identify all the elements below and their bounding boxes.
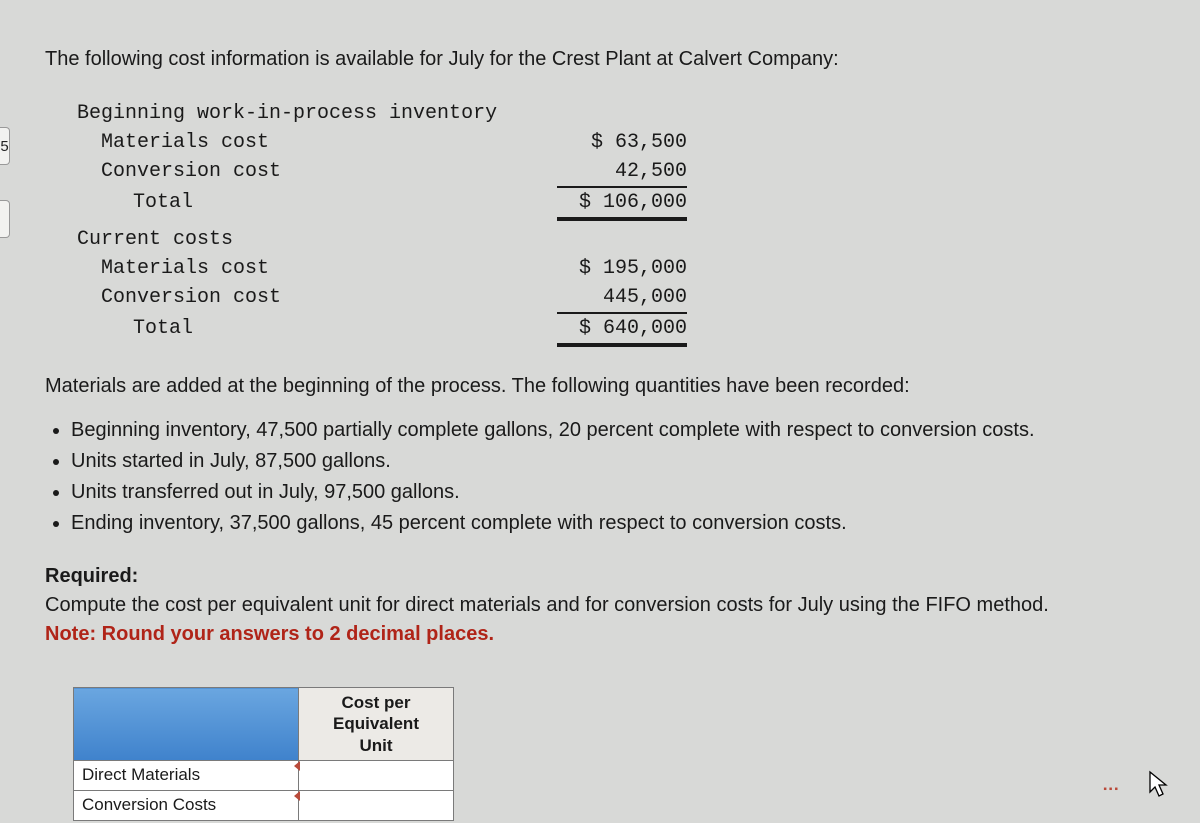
header-line3: Unit xyxy=(359,736,392,755)
quantities-intro: Materials are added at the beginning of … xyxy=(45,375,1185,398)
bullet-2: Units transferred out in July, 97,500 ga… xyxy=(71,478,1185,507)
answer-table: Cost per Equivalent Unit Direct Material… xyxy=(73,687,454,821)
beginning-heading: Beginning work-in-process inventory xyxy=(77,99,557,128)
answer-header-cost-per-eu: Cost per Equivalent Unit xyxy=(299,688,454,761)
beg-conversion-label: Conversion cost xyxy=(77,157,557,188)
drag-handle-icon: ▪▪▪ xyxy=(1103,784,1120,795)
direct-materials-input[interactable] xyxy=(299,760,454,790)
quantity-list: Beginning inventory, 47,500 partially co… xyxy=(53,416,1185,538)
cur-conversion-label: Conversion cost xyxy=(77,283,557,314)
beg-materials-label: Materials cost xyxy=(77,128,557,157)
required-block: Required: Compute the cost per equivalen… xyxy=(45,562,1185,649)
header-line2: Equivalent xyxy=(333,714,419,733)
bullet-0: Beginning inventory, 47,500 partially co… xyxy=(71,416,1185,445)
beg-total-label: Total xyxy=(77,188,557,219)
header-line1: Cost per xyxy=(342,693,411,712)
conversion-costs-input[interactable] xyxy=(299,790,454,820)
row-conversion-costs-label: Conversion Costs xyxy=(74,790,299,820)
answer-header-blank xyxy=(74,688,299,761)
page-tab-5[interactable]: 5 xyxy=(0,127,10,165)
page-tab-blank[interactable] xyxy=(0,200,10,238)
intro-text: The following cost information is availa… xyxy=(45,48,1185,71)
bullet-3: Ending inventory, 37,500 gallons, 45 per… xyxy=(71,509,1185,538)
cur-total-value: $ 640,000 xyxy=(557,314,687,345)
question-content: The following cost information is availa… xyxy=(45,48,1185,821)
row-direct-materials-label: Direct Materials xyxy=(74,760,299,790)
page-tab-label: 5 xyxy=(0,138,8,155)
cur-conversion-value: 445,000 xyxy=(557,283,687,314)
cur-total-label: Total xyxy=(77,314,557,345)
beg-materials-value: $ 63,500 xyxy=(557,128,687,157)
bullet-1: Units started in July, 87,500 gallons. xyxy=(71,447,1185,476)
cost-information-block: Beginning work-in-process inventory Mate… xyxy=(77,99,1185,345)
required-note: Note: Round your answers to 2 decimal pl… xyxy=(45,620,1185,649)
required-text: Compute the cost per equivalent unit for… xyxy=(45,591,1185,620)
cursor-icon xyxy=(1148,770,1170,805)
beg-total-value: $ 106,000 xyxy=(557,188,687,219)
beg-conversion-value: 42,500 xyxy=(557,157,687,188)
current-heading: Current costs xyxy=(77,225,557,254)
required-label: Required: xyxy=(45,562,1185,591)
cur-materials-value: $ 195,000 xyxy=(557,254,687,283)
cur-materials-label: Materials cost xyxy=(77,254,557,283)
